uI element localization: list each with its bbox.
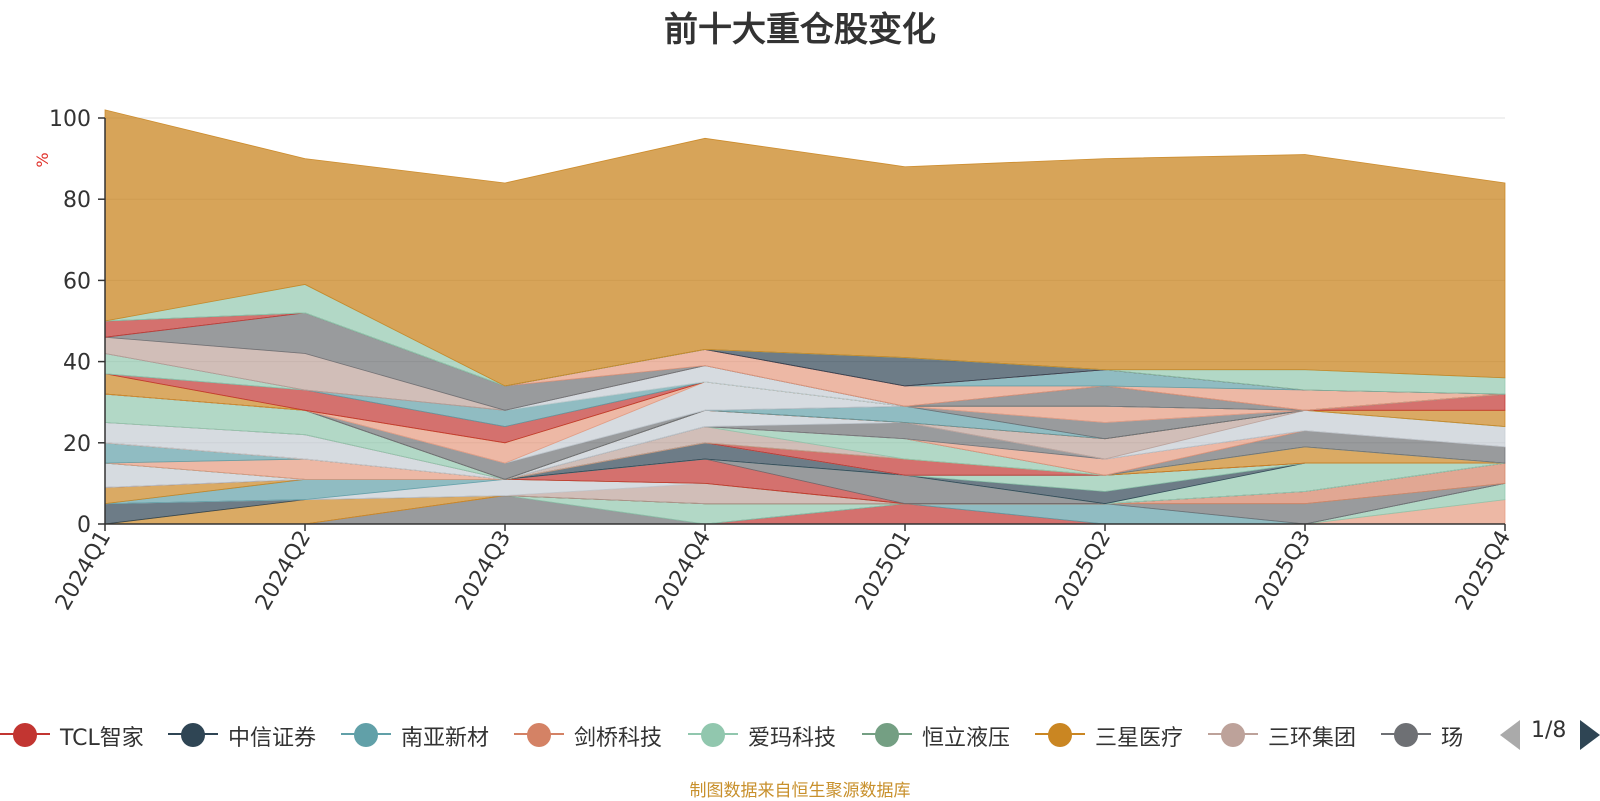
y-axis-label: % <box>33 152 52 167</box>
legend-item[interactable]: 恒立液压 <box>862 712 1042 756</box>
legend-label: 三星医疗 <box>1095 726 1184 751</box>
legend-circle-icon <box>527 723 551 747</box>
y-tick-label: 0 <box>77 513 91 538</box>
x-tick-label: 2024Q2 <box>251 527 316 615</box>
x-tick-label: 2025Q1 <box>851 527 916 615</box>
x-tick-label: 2024Q3 <box>451 527 516 615</box>
x-tick-label: 2024Q4 <box>651 527 716 615</box>
area-series-56 <box>104 109 1506 387</box>
legend-circle-icon <box>13 723 37 747</box>
legend-next-page-icon[interactable] <box>1580 720 1600 750</box>
legend-label: 南亚新材 <box>401 726 490 751</box>
legend-item[interactable]: 中信证券 <box>168 712 348 756</box>
legend-item[interactable]: 剑桥科技 <box>514 712 694 756</box>
legend-circle-icon <box>1221 723 1245 747</box>
y-tick-label: 80 <box>63 188 91 213</box>
legend-item[interactable]: 南亚新材 <box>341 712 521 756</box>
legend-label: 剑桥科技 <box>574 726 663 751</box>
x-tick-labels: 2024Q1 2024Q2 2024Q3 2024Q4 2025Q1 2025Q2 2025… <box>51 524 1516 615</box>
x-tick-label: 2025Q4 <box>1451 527 1516 615</box>
legend-circle-icon <box>1048 723 1072 747</box>
y-tick-label: 100 <box>49 107 91 132</box>
legend-circle-icon <box>701 723 725 747</box>
stacked-areas <box>104 109 1506 525</box>
y-tick-label: 20 <box>63 432 91 457</box>
legend-label: 爱玛科技 <box>748 726 837 751</box>
legend-circle-icon <box>354 723 378 747</box>
legend-label: 玚 <box>1441 726 1464 751</box>
legend-item[interactable]: 爱玛科技 <box>688 712 868 756</box>
legend-item[interactable]: 玚 <box>1381 712 1480 756</box>
legend-label: 三环集团 <box>1268 726 1357 751</box>
legend-circle-icon <box>875 723 899 747</box>
y-tick-label: 60 <box>63 269 91 294</box>
legend: TCL智家 中信证券 南亚新材 剑桥科技 爱玛科技 恒立液压 三星医疗 三环集团 玚 <box>0 712 1480 756</box>
legend-item[interactable]: 三环集团 <box>1208 712 1388 756</box>
source-note: 制图数据来自恒生聚源数据库 <box>689 781 911 801</box>
legend-label: TCL智家 <box>60 726 144 751</box>
y-tick-labels: 0 20 40 60 80 100 <box>49 107 105 538</box>
x-tick-label: 2025Q2 <box>1051 527 1116 615</box>
legend-circle-icon <box>1394 723 1418 747</box>
legend-item[interactable]: TCL智家 <box>0 712 180 756</box>
legend-prev-page-icon[interactable] <box>1500 720 1520 750</box>
x-tick-label: 2025Q3 <box>1251 527 1316 615</box>
legend-circle-icon <box>181 723 205 747</box>
legend-label: 中信证券 <box>228 726 317 751</box>
chart-title: 前十大重仓股变化 <box>664 10 936 50</box>
legend-label: 恒立液压 <box>922 726 1011 751</box>
y-tick-label: 40 <box>63 351 91 376</box>
legend-pager: 1/8 <box>1500 714 1600 754</box>
x-tick-label: 2024Q1 <box>51 527 116 615</box>
legend-item[interactable]: 三星医疗 <box>1035 712 1215 756</box>
axes <box>104 118 1505 525</box>
legend-page-indicator: 1/8 <box>1531 718 1567 743</box>
